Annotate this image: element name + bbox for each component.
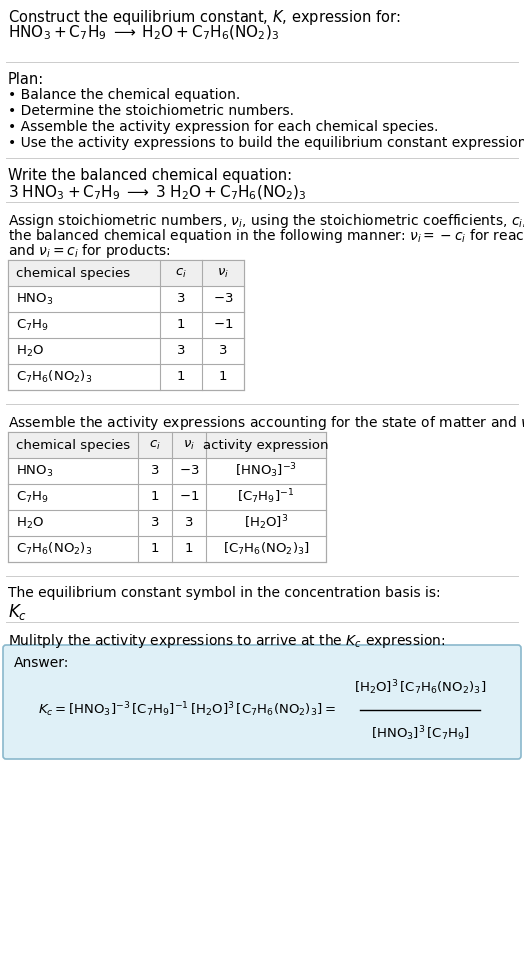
Text: $-1$: $-1$ <box>179 490 199 503</box>
Text: and $\nu_i = c_i$ for products:: and $\nu_i = c_i$ for products: <box>8 242 171 260</box>
Text: $K_c = [\mathrm{HNO_3}]^{-3}\,[\mathrm{C_7H_9}]^{-1}\,[\mathrm{H_2O}]^3\,[\mathr: $K_c = [\mathrm{HNO_3}]^{-3}\,[\mathrm{C… <box>38 701 336 719</box>
Text: Plan:: Plan: <box>8 72 44 87</box>
Text: 1: 1 <box>219 370 227 384</box>
Text: $-3$: $-3$ <box>213 292 233 306</box>
Text: $\mathrm{HNO_3 + C_7H_9 \;\longrightarrow\; H_2O + C_7H_6(NO_2)_3}$: $\mathrm{HNO_3 + C_7H_9 \;\longrightarro… <box>8 24 279 42</box>
Text: 1: 1 <box>151 490 159 503</box>
Text: $\mathrm{C_7H_6(NO_2)_3}$: $\mathrm{C_7H_6(NO_2)_3}$ <box>16 369 92 386</box>
Bar <box>8 432 326 458</box>
Text: $\mathrm{H_2O}$: $\mathrm{H_2O}$ <box>16 515 44 530</box>
Text: $\mathrm{C_7H_6(NO_2)_3}$: $\mathrm{C_7H_6(NO_2)_3}$ <box>16 541 92 557</box>
Text: • Use the activity expressions to build the equilibrium constant expression.: • Use the activity expressions to build … <box>8 136 524 150</box>
Text: 3: 3 <box>219 344 227 358</box>
Text: 3: 3 <box>151 464 159 478</box>
Bar <box>8 260 244 390</box>
Text: $-1$: $-1$ <box>213 318 233 332</box>
Text: $\nu_i$: $\nu_i$ <box>183 438 195 452</box>
Text: the balanced chemical equation in the following manner: $\nu_i = -c_i$ for react: the balanced chemical equation in the fo… <box>8 227 524 245</box>
Text: Mulitply the activity expressions to arrive at the $K_c$ expression:: Mulitply the activity expressions to arr… <box>8 632 445 650</box>
Text: 1: 1 <box>177 318 185 332</box>
Text: Write the balanced chemical equation:: Write the balanced chemical equation: <box>8 168 292 183</box>
Text: activity expression: activity expression <box>203 438 329 452</box>
Text: 3: 3 <box>177 344 185 358</box>
Text: Assemble the activity expressions accounting for the state of matter and $\nu_i$: Assemble the activity expressions accoun… <box>8 414 524 432</box>
Text: 1: 1 <box>185 543 193 555</box>
Text: $[\mathrm{H_2O}]^3\,[\mathrm{C_7H_6(NO_2)_3}]$: $[\mathrm{H_2O}]^3\,[\mathrm{C_7H_6(NO_2… <box>354 678 486 697</box>
Text: $K_c$: $K_c$ <box>8 602 27 622</box>
Text: $c_i$: $c_i$ <box>175 267 187 280</box>
Text: $\mathrm{HNO_3}$: $\mathrm{HNO_3}$ <box>16 463 53 479</box>
Text: $\mathrm{C_7H_9}$: $\mathrm{C_7H_9}$ <box>16 317 49 333</box>
Text: 1: 1 <box>151 543 159 555</box>
Text: $\mathrm{3\;HNO_3 + C_7H_9 \;\longrightarrow\; 3\;H_2O + C_7H_6(NO_2)_3}$: $\mathrm{3\;HNO_3 + C_7H_9 \;\longrighta… <box>8 184 307 202</box>
Text: $-3$: $-3$ <box>179 464 199 478</box>
Text: • Determine the stoichiometric numbers.: • Determine the stoichiometric numbers. <box>8 104 294 118</box>
Bar <box>8 432 326 562</box>
Text: $[\mathrm{HNO_3}]^{-3}$: $[\mathrm{HNO_3}]^{-3}$ <box>235 461 297 480</box>
Text: $\nu_i$: $\nu_i$ <box>217 267 229 280</box>
Text: $\mathrm{HNO_3}$: $\mathrm{HNO_3}$ <box>16 292 53 307</box>
Text: $c_i$: $c_i$ <box>149 438 161 452</box>
Text: • Assemble the activity expression for each chemical species.: • Assemble the activity expression for e… <box>8 120 439 134</box>
Text: 3: 3 <box>151 517 159 529</box>
Text: Construct the equilibrium constant, $K$, expression for:: Construct the equilibrium constant, $K$,… <box>8 8 401 27</box>
Text: $\mathrm{H_2O}$: $\mathrm{H_2O}$ <box>16 343 44 359</box>
Text: $[\mathrm{C_7H_6(NO_2)_3}]$: $[\mathrm{C_7H_6(NO_2)_3}]$ <box>223 541 309 557</box>
Bar <box>8 260 244 286</box>
Text: 3: 3 <box>185 517 193 529</box>
FancyBboxPatch shape <box>3 645 521 759</box>
Text: 3: 3 <box>177 292 185 306</box>
Text: • Balance the chemical equation.: • Balance the chemical equation. <box>8 88 240 102</box>
Text: $[\mathrm{HNO_3}]^3\,[\mathrm{C_7H_9}]$: $[\mathrm{HNO_3}]^3\,[\mathrm{C_7H_9}]$ <box>370 724 470 742</box>
Text: $[\mathrm{C_7H_9}]^{-1}$: $[\mathrm{C_7H_9}]^{-1}$ <box>237 487 294 506</box>
Text: The equilibrium constant symbol in the concentration basis is:: The equilibrium constant symbol in the c… <box>8 586 441 600</box>
Text: chemical species: chemical species <box>16 267 130 279</box>
Text: chemical species: chemical species <box>16 438 130 452</box>
Text: Answer:: Answer: <box>14 656 69 670</box>
Text: $[\mathrm{H_2O}]^3$: $[\mathrm{H_2O}]^3$ <box>244 514 288 532</box>
Text: Assign stoichiometric numbers, $\nu_i$, using the stoichiometric coefficients, $: Assign stoichiometric numbers, $\nu_i$, … <box>8 212 524 230</box>
Text: $\mathrm{C_7H_9}$: $\mathrm{C_7H_9}$ <box>16 489 49 504</box>
Text: 1: 1 <box>177 370 185 384</box>
